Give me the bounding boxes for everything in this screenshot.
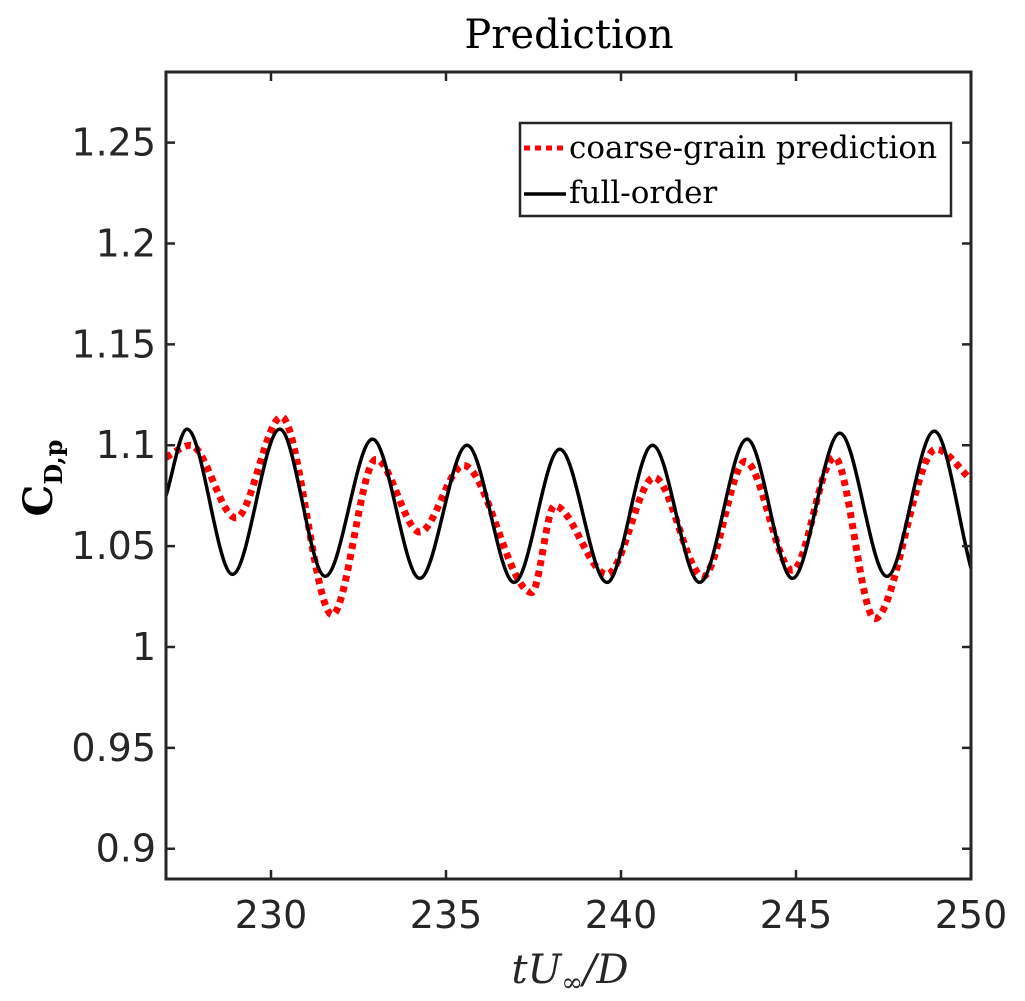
legend: coarse-grain prediction full-order <box>518 121 953 218</box>
legend-label-coarse-grain-prediction: coarse-grain prediction <box>569 130 937 166</box>
series-layer <box>164 413 974 623</box>
y-tick-label: 1 <box>132 625 156 669</box>
y-tick-label: 1.15 <box>71 322 156 366</box>
x-tick-label: 230 <box>235 893 308 937</box>
y-axis-label-main: C <box>15 485 62 517</box>
y-tick-label: 0.9 <box>96 827 156 871</box>
y-axis-label-subscript: D,p <box>39 440 68 485</box>
y-tick-label: 1.2 <box>96 221 156 265</box>
series-line-full-order <box>164 427 973 585</box>
x-tick-label: 250 <box>935 893 1008 937</box>
x-axis-label-part-t: t <box>511 947 528 993</box>
x-axis-label: tU∞/D <box>511 947 628 998</box>
x-tick-label: 245 <box>760 893 833 937</box>
chart-title: Prediction <box>464 12 673 58</box>
x-axis-label-part-d: D <box>595 947 628 993</box>
y-tick-label: 1.25 <box>71 121 156 165</box>
y-tick-label: 1.1 <box>96 423 156 467</box>
y-tick-label: 1.05 <box>71 524 156 568</box>
plot-frame <box>164 70 973 881</box>
y-axis-label: CD,p <box>15 440 68 517</box>
legend-label-full-order: full-order <box>569 175 717 211</box>
x-tick-label: 240 <box>585 893 658 937</box>
x-tick-label: 235 <box>410 893 483 937</box>
x-axis-label-part-inf: ∞ <box>561 968 583 998</box>
x-axis-label-part-u: U <box>528 947 563 993</box>
x-axis-label-part-slash: / <box>579 947 600 993</box>
legend-box <box>518 121 953 218</box>
y-tick-label: 0.95 <box>71 726 156 770</box>
ticks-layer: 230 235 240 245 250 0.9 0.95 1 1.05 1.1 1.15 1.2 1.2… <box>71 72 1007 937</box>
